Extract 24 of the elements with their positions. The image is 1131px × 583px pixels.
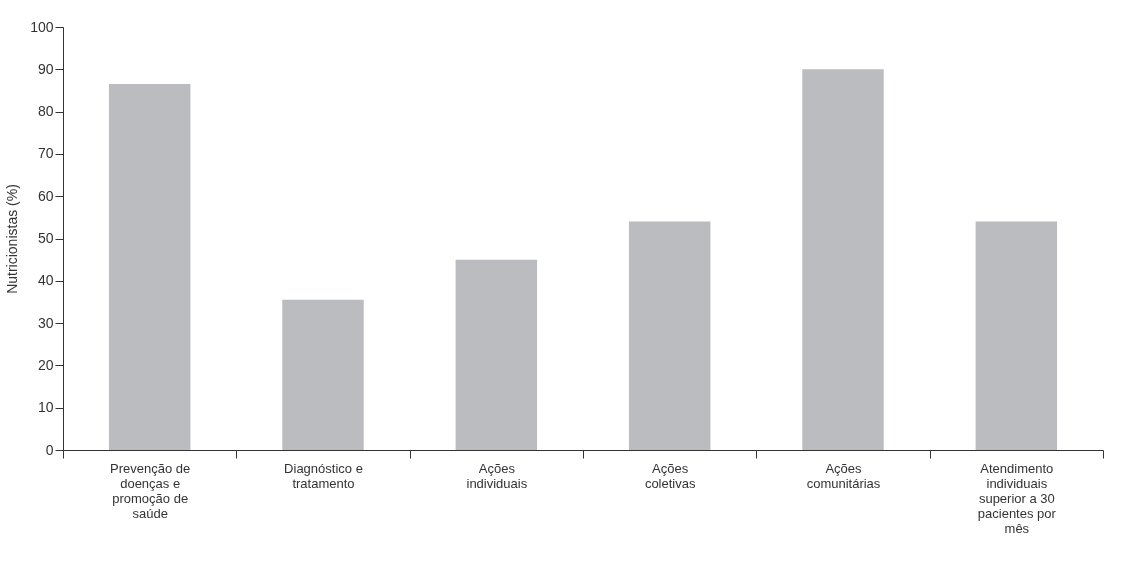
- x-tick-label: Ações coletivas: [644, 460, 696, 491]
- bar: [108, 84, 191, 450]
- y-tick-label: 20: [37, 356, 54, 373]
- x-tick-label: Diagnóstico e tratamento: [284, 460, 363, 491]
- x-tick-label: Atendimento individuais superior a 30 pacientes por mês: [977, 460, 1057, 536]
- y-tick-label: 60: [37, 187, 54, 204]
- x-tick-label: Ações individuais: [466, 460, 528, 491]
- bar: [282, 299, 364, 450]
- y-tick-label: 70: [37, 145, 54, 162]
- bar: [975, 221, 1058, 450]
- y-tick-label: 100: [30, 18, 54, 35]
- y-tick-label: 50: [37, 230, 54, 246]
- y-tick-label: 30: [37, 314, 54, 331]
- y-tick-label: 10: [37, 399, 54, 416]
- y-tick-label: 90: [37, 60, 54, 77]
- y-tick-label: 0: [45, 441, 54, 458]
- x-tick-label: Ações comunitárias: [806, 460, 881, 491]
- y-tick-label: 80: [37, 103, 54, 120]
- y-tick-label: 40: [37, 272, 54, 289]
- bar: [802, 69, 884, 450]
- bar: [628, 221, 711, 450]
- x-tick-label: Prevenção de doenças e promoção de saúde: [110, 460, 191, 521]
- bar: [455, 259, 538, 450]
- y-axis-title: Nutricionistas (%): [4, 184, 21, 294]
